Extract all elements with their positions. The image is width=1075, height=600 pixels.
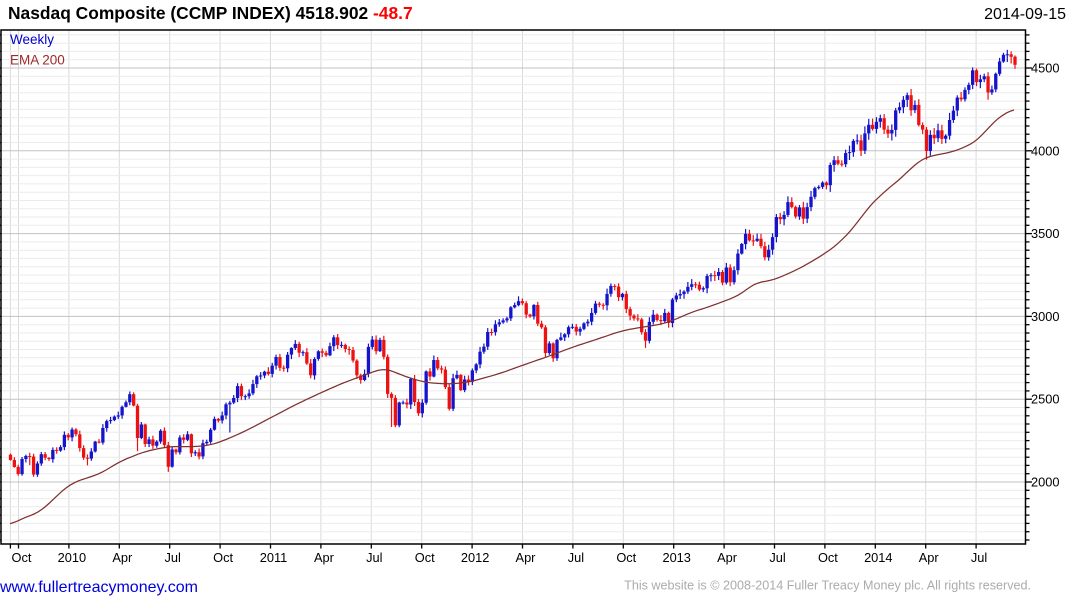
svg-text:2013: 2013: [662, 550, 690, 565]
svg-text:4500: 4500: [1031, 61, 1059, 76]
svg-text:Weekly: Weekly: [10, 32, 54, 47]
svg-text:4000: 4000: [1031, 143, 1059, 158]
svg-text:Jul: Jul: [769, 550, 785, 565]
svg-text:2014-09-15: 2014-09-15: [984, 6, 1066, 23]
svg-text:This website is © 2008-2014 Fu: This website is © 2008-2014 Fuller Treac…: [624, 579, 1031, 593]
svg-text:Jul: Jul: [165, 550, 181, 565]
svg-text:Apr: Apr: [112, 550, 133, 565]
svg-text:Apr: Apr: [717, 550, 738, 565]
svg-text:Oct: Oct: [818, 550, 838, 565]
svg-text:2014: 2014: [864, 550, 892, 565]
svg-text:2000: 2000: [1031, 475, 1059, 490]
svg-text:2012: 2012: [461, 550, 489, 565]
svg-text:3000: 3000: [1031, 309, 1059, 324]
svg-text:Oct: Oct: [213, 550, 233, 565]
svg-text:Oct: Oct: [616, 550, 636, 565]
svg-text:Oct: Oct: [415, 550, 435, 565]
svg-text:Apr: Apr: [516, 550, 537, 565]
svg-text:Jul: Jul: [366, 550, 382, 565]
svg-text:2010: 2010: [58, 550, 86, 565]
svg-text:Apr: Apr: [314, 550, 335, 565]
svg-text:Apr: Apr: [919, 550, 940, 565]
svg-text:www.fullertreacymoney.com: www.fullertreacymoney.com: [0, 579, 198, 596]
svg-text:Jul: Jul: [971, 550, 987, 565]
svg-text:3500: 3500: [1031, 226, 1059, 241]
svg-text:2500: 2500: [1031, 392, 1059, 407]
svg-text:Nasdaq Composite (CCMP INDEX): Nasdaq Composite (CCMP INDEX) 4518.902 -…: [8, 3, 413, 23]
svg-text:Jul: Jul: [568, 550, 584, 565]
svg-text:2011: 2011: [260, 550, 288, 565]
svg-text:Oct: Oct: [12, 550, 32, 565]
svg-text:EMA 200: EMA 200: [10, 53, 65, 68]
